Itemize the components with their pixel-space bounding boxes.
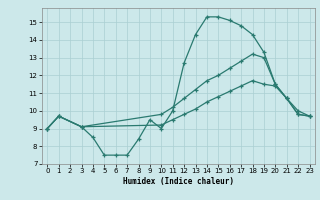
X-axis label: Humidex (Indice chaleur): Humidex (Indice chaleur) <box>123 177 234 186</box>
